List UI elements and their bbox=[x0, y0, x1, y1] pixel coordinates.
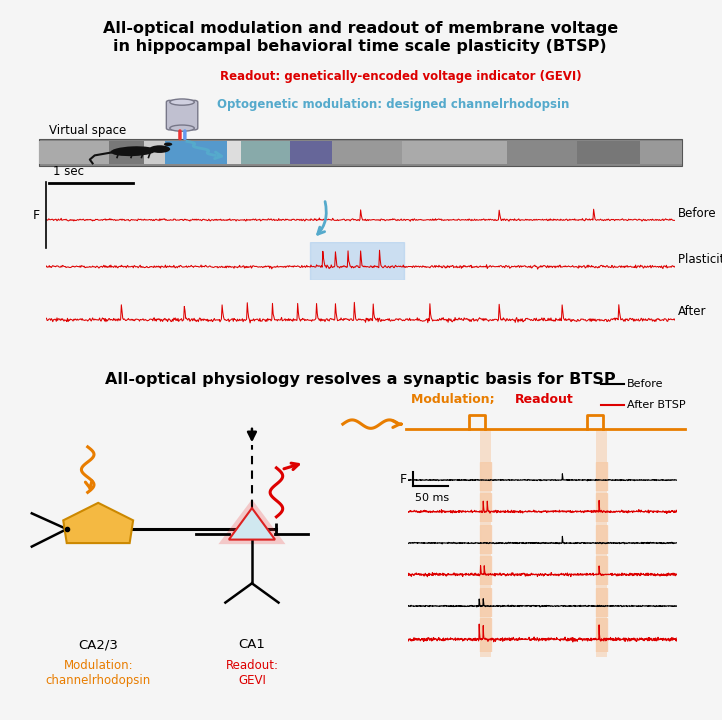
Text: Before: Before bbox=[678, 207, 716, 220]
Bar bbox=[596, 493, 607, 522]
Text: 50 ms: 50 ms bbox=[414, 493, 448, 503]
Bar bbox=[310, 242, 404, 280]
Text: Optogenetic modulation: designed channelrhodopsin: Optogenetic modulation: designed channel… bbox=[217, 98, 570, 111]
FancyBboxPatch shape bbox=[507, 141, 577, 164]
Ellipse shape bbox=[170, 99, 194, 105]
FancyBboxPatch shape bbox=[596, 431, 607, 657]
Polygon shape bbox=[229, 508, 275, 539]
Text: Before: Before bbox=[627, 379, 664, 389]
FancyBboxPatch shape bbox=[241, 141, 290, 164]
FancyBboxPatch shape bbox=[144, 141, 165, 164]
FancyBboxPatch shape bbox=[165, 141, 227, 164]
Polygon shape bbox=[64, 503, 133, 543]
Text: Modulation;: Modulation; bbox=[412, 393, 500, 406]
FancyBboxPatch shape bbox=[227, 141, 241, 164]
Text: CA2/3: CA2/3 bbox=[78, 638, 118, 651]
Bar bbox=[480, 525, 491, 554]
Bar bbox=[480, 588, 491, 616]
Text: Plasticity induction: Plasticity induction bbox=[678, 253, 722, 266]
Text: Readout: Readout bbox=[515, 393, 573, 406]
Bar bbox=[596, 557, 607, 585]
Bar bbox=[596, 525, 607, 554]
Text: F: F bbox=[32, 209, 40, 222]
Text: All-optical modulation and readout of membrane voltage
in hippocampal behavioral: All-optical modulation and readout of me… bbox=[103, 21, 618, 53]
Bar bbox=[596, 588, 607, 616]
Ellipse shape bbox=[149, 145, 170, 153]
FancyBboxPatch shape bbox=[332, 141, 402, 164]
FancyBboxPatch shape bbox=[402, 141, 507, 164]
Bar bbox=[596, 462, 607, 490]
FancyBboxPatch shape bbox=[290, 141, 332, 164]
Ellipse shape bbox=[170, 125, 194, 131]
Ellipse shape bbox=[110, 146, 156, 156]
Text: Readout:
GEVI: Readout: GEVI bbox=[225, 659, 279, 687]
Bar bbox=[480, 618, 491, 652]
Bar bbox=[596, 618, 607, 652]
Text: Readout: genetically-encoded voltage indicator (GEVI): Readout: genetically-encoded voltage ind… bbox=[220, 71, 582, 84]
Ellipse shape bbox=[164, 143, 173, 146]
Text: After BTSP: After BTSP bbox=[627, 400, 686, 410]
Bar bbox=[480, 493, 491, 522]
Polygon shape bbox=[218, 500, 285, 544]
Text: Virtual space: Virtual space bbox=[49, 125, 126, 138]
FancyBboxPatch shape bbox=[39, 140, 682, 166]
FancyBboxPatch shape bbox=[109, 141, 144, 164]
Text: 1 sec: 1 sec bbox=[53, 165, 84, 178]
FancyBboxPatch shape bbox=[166, 100, 198, 130]
FancyBboxPatch shape bbox=[39, 141, 109, 164]
FancyBboxPatch shape bbox=[640, 141, 682, 164]
Bar bbox=[480, 462, 491, 490]
FancyBboxPatch shape bbox=[577, 141, 640, 164]
Bar bbox=[480, 557, 491, 585]
Text: Modulation:
channelrhodopsin: Modulation: channelrhodopsin bbox=[45, 659, 151, 687]
Text: All-optical physiology resolves a synaptic basis for BTSP: All-optical physiology resolves a synapt… bbox=[105, 372, 616, 387]
Text: F: F bbox=[399, 472, 406, 485]
Text: After: After bbox=[678, 305, 706, 318]
Text: CA1: CA1 bbox=[238, 638, 266, 651]
FancyBboxPatch shape bbox=[480, 431, 491, 657]
